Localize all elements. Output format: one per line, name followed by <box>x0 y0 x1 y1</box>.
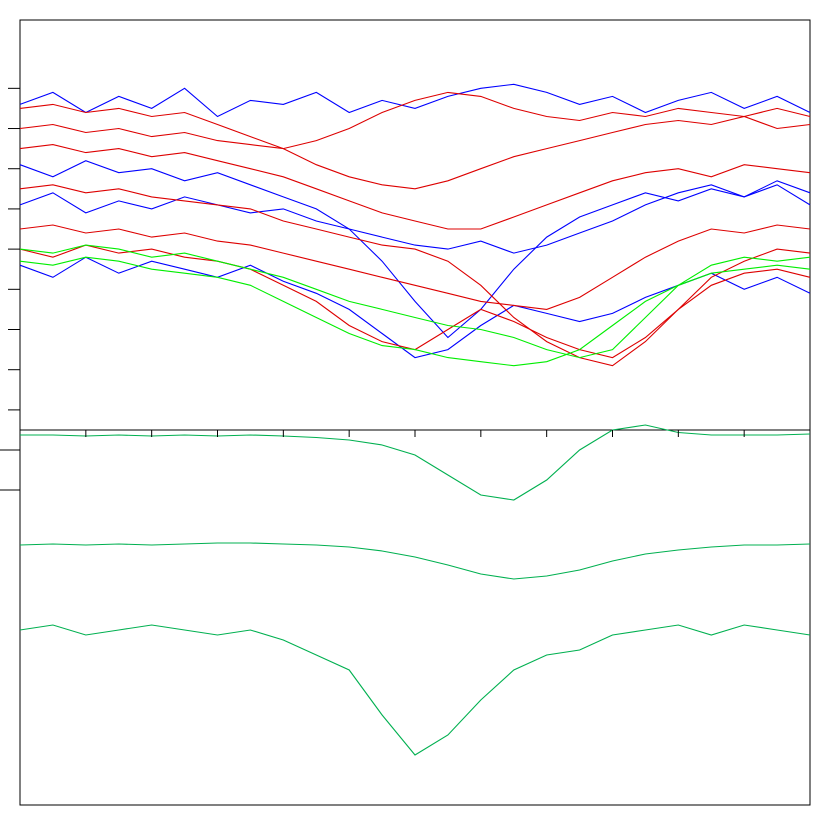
data-line <box>19 83 811 118</box>
data-line <box>19 103 811 190</box>
data-line <box>19 91 811 150</box>
data-line <box>19 542 811 580</box>
plot-frame <box>19 429 811 806</box>
data-line <box>19 160 811 339</box>
data-line <box>19 224 811 310</box>
data-line <box>19 624 811 756</box>
plot-frame <box>19 19 811 431</box>
data-line <box>19 256 811 367</box>
data-line <box>19 144 811 230</box>
data-line <box>19 180 811 254</box>
